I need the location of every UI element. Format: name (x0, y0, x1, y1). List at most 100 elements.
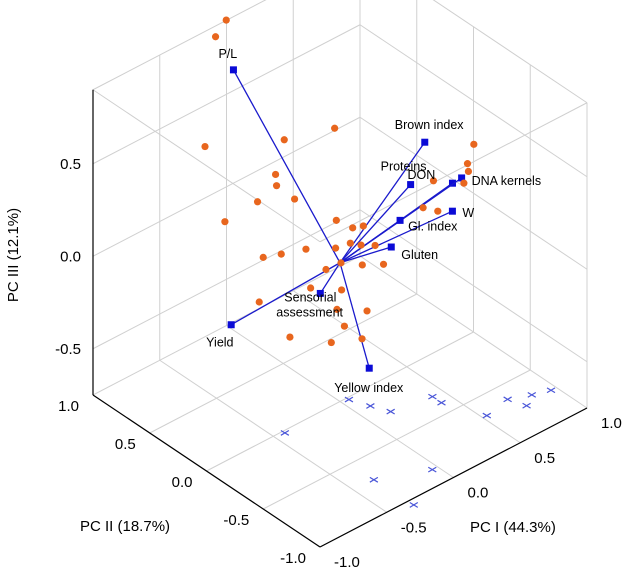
projection-stroke (546, 387, 556, 394)
score-points (201, 16, 478, 347)
y-axis-line (92, 394, 321, 548)
y-tick-label: -1.0 (280, 550, 306, 567)
back-wall-horizontal-gridline (92, 209, 361, 350)
loading-vector-marker (448, 207, 456, 215)
loading-vector-line (232, 69, 341, 264)
vector-label-line: assessment (276, 305, 343, 319)
projection-stroke (427, 466, 437, 473)
score-point (331, 244, 340, 252)
projection-stroke (369, 476, 379, 483)
x-tick-label: 0.5 (534, 450, 555, 467)
loading-vector-line (339, 141, 426, 264)
z-axis-title: PC III (12.1%) (5, 208, 22, 302)
projection-marker (522, 402, 531, 409)
x-tick-label: -1.0 (334, 554, 360, 571)
vector-label-sensorial-assessment: Sensorial assessment (276, 290, 343, 319)
score-point (277, 250, 285, 258)
loading-vector-marker (458, 174, 466, 182)
projection-markers (280, 387, 556, 508)
score-point (470, 140, 478, 148)
loading-vector-line (339, 184, 412, 264)
projection-stroke (409, 502, 419, 508)
vector-label: Proteins (381, 160, 427, 174)
projection-stroke (344, 396, 354, 403)
side-wall-horizontal-gridline (359, 116, 588, 270)
projection-stroke (503, 396, 512, 403)
loading-vector-marker (227, 321, 235, 329)
projection-marker (344, 396, 354, 403)
score-point (221, 218, 229, 226)
score-point (463, 160, 472, 168)
loading-vector-marker (396, 216, 404, 224)
y-tick-label: 1.0 (58, 398, 79, 415)
z-tick-label: 0.5 (60, 156, 81, 173)
score-point (255, 298, 263, 306)
x-tick-label: -0.5 (401, 519, 427, 536)
floor-gridline-y (263, 369, 531, 510)
side-wall-horizontal-gridline (359, 209, 588, 363)
vector-label-line: Sensorial (284, 290, 336, 304)
x-tick-label: 1.0 (601, 415, 622, 432)
y-axis-title: PC II (18.7%) (80, 518, 170, 535)
projection-marker (386, 408, 395, 415)
score-point (331, 124, 339, 132)
projection-marker (546, 387, 556, 394)
x-tick-label: 0.0 (468, 485, 489, 502)
score-point (429, 177, 438, 185)
vector-label: Yield (206, 336, 233, 350)
projection-stroke (428, 393, 437, 400)
score-point (434, 207, 442, 215)
loading-vector-marker (365, 364, 373, 372)
vector-label: Yellow index (334, 381, 404, 395)
x-axis-title: PC I (44.3%) (470, 519, 556, 536)
score-point (371, 241, 379, 250)
axes (92, 89, 588, 548)
loading-vector-line (339, 262, 370, 369)
loading-vector-line (339, 210, 453, 264)
z-tick-label: 0.0 (60, 248, 81, 265)
back-wall-horizontal-gridline (92, 116, 361, 257)
projection-marker (427, 466, 437, 473)
score-point (280, 136, 288, 144)
back-wall-horizontal-gridline (92, 24, 361, 165)
score-point (357, 241, 365, 249)
loading-vector-line (319, 262, 341, 294)
score-point (337, 259, 345, 267)
loading-vector-marker (316, 289, 324, 297)
loading-vector-marker (407, 181, 415, 189)
score-point (307, 284, 315, 292)
floor-gridline-y (149, 293, 417, 434)
loading-vector-marker (229, 66, 237, 74)
loading-vector-line (230, 262, 341, 326)
score-point (358, 335, 366, 343)
score-point (340, 322, 349, 330)
projection-stroke (437, 399, 446, 406)
projection-stroke (386, 408, 395, 415)
score-point (259, 253, 267, 261)
grid-lines (92, 0, 588, 548)
floor-gridline-y (92, 255, 361, 396)
projection-marker (409, 502, 419, 508)
score-point (253, 198, 262, 206)
projection-marker (482, 412, 492, 419)
side-wall-top-edge (432, 0, 588, 104)
score-point (464, 167, 473, 175)
projection-marker (437, 399, 446, 406)
tick-labels: -1.0 -0.5 0.0 0.5 1.0 -1.0 -0.5 0.0 0.5 1.0 -0.5 0.… (55, 156, 622, 571)
projection-stroke (527, 391, 537, 398)
y-tick-label: -0.5 (223, 512, 249, 529)
score-point (349, 224, 357, 232)
z-tick-label: -0.5 (55, 341, 81, 358)
projection-marker (503, 396, 512, 403)
projection-stroke (366, 403, 375, 409)
projection-marker (366, 403, 375, 409)
loading-vector-marker (387, 243, 395, 251)
score-point (419, 204, 427, 212)
top-front-edge (319, 102, 588, 243)
score-point (359, 222, 367, 230)
loading-vector-marker (421, 138, 429, 146)
x-axis-line (319, 407, 588, 548)
